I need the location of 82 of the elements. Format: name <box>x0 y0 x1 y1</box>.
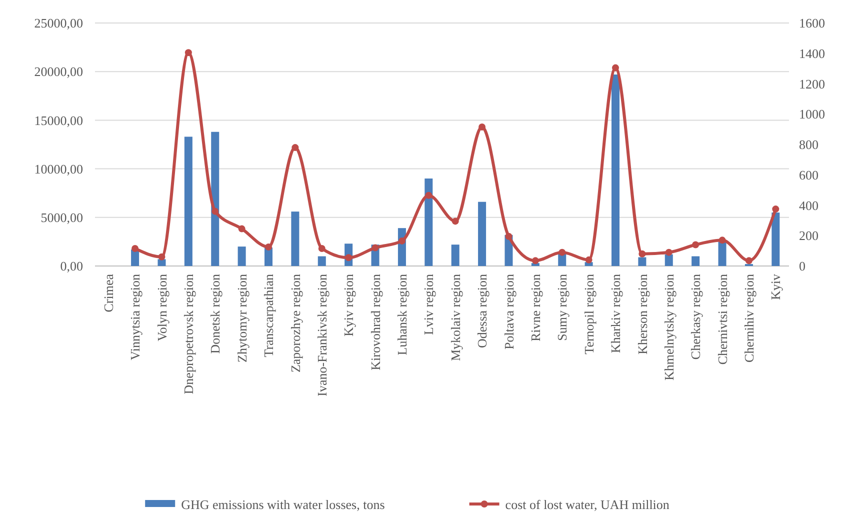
x-tick-label: Zaporozhye region <box>288 274 303 373</box>
bar <box>664 254 673 266</box>
x-tick-label: Kharkiv region <box>608 274 624 354</box>
x-tick-label: Transcarpathian <box>261 274 276 358</box>
x-tick-label: Dnepropetrovsk region <box>180 274 196 394</box>
bar <box>318 256 326 266</box>
y-tick-label: 25000,00 <box>34 16 83 31</box>
point <box>318 245 326 252</box>
point <box>505 232 512 240</box>
bar <box>184 136 192 266</box>
x-tick-label: Chernivtsi region <box>714 274 730 365</box>
y2-tick-label: 200 <box>799 228 818 244</box>
point <box>158 253 166 260</box>
bar <box>611 74 620 266</box>
point <box>558 248 566 256</box>
point <box>772 206 780 213</box>
point <box>585 256 592 264</box>
point <box>478 124 486 131</box>
x-tick-label: Kyiv region <box>341 274 356 336</box>
bar <box>692 256 700 266</box>
x-tick-label: Sumy region <box>554 274 570 341</box>
y-tick-label: 5000,00 <box>40 210 83 225</box>
x-tick-label: Zhytomyr region <box>234 274 250 362</box>
x-tick-label: Poltava region <box>501 274 516 350</box>
bar <box>291 212 300 266</box>
point <box>452 218 459 225</box>
y2-tick-label: 800 <box>799 137 818 152</box>
x-tick-label: Odessa region <box>474 274 490 348</box>
point <box>692 241 700 248</box>
x-tick-label: Ternopil region <box>581 274 596 354</box>
x-tick-label: Kirovohrad region <box>368 274 383 370</box>
point <box>665 248 672 256</box>
point <box>638 250 646 258</box>
x-tick-label: Lviv region <box>421 274 436 336</box>
point <box>238 225 246 232</box>
point <box>398 237 406 244</box>
x-tick-label: Luhansk region <box>394 274 410 356</box>
legend-label: cost of lost water, UAH million <box>505 497 670 512</box>
x-tick-label: Donetsk region <box>208 274 223 354</box>
bar <box>211 132 220 266</box>
point <box>532 257 539 264</box>
y2-tick-label: 1400 <box>799 46 825 61</box>
bar <box>718 242 726 266</box>
point <box>612 64 619 72</box>
x-tick-label: Volyn region <box>154 274 170 342</box>
y2-tick-label: 1200 <box>799 76 825 92</box>
point <box>718 236 726 244</box>
x-tick-label: Cherkasy region <box>688 274 704 360</box>
x-tick-label: Rivne region <box>528 274 543 342</box>
x-tick-label: Crimea <box>100 274 116 312</box>
point <box>425 192 432 199</box>
y2-tick-label: 0 <box>799 258 806 274</box>
point <box>745 257 752 264</box>
bar <box>238 246 246 266</box>
point <box>212 208 219 215</box>
x-tick-label: Kherson region <box>634 274 650 355</box>
y2-tick-label: 400 <box>799 198 818 213</box>
point <box>292 144 299 152</box>
x-tick-label: Ivano-Frankivsk region <box>314 274 330 396</box>
y-tick-label: 15000,00 <box>34 112 83 128</box>
bar <box>478 202 486 266</box>
y2-tick-label: 1000 <box>799 106 825 122</box>
x-tick-label: Khmelnytsky region <box>661 274 676 381</box>
point <box>372 244 379 252</box>
y-tick-label: 10000,00 <box>34 161 83 176</box>
y2-tick-label: 600 <box>799 167 818 182</box>
y-tick-label: 0,00 <box>60 258 83 274</box>
bar <box>424 178 433 266</box>
legend-label: GHG emissions with water losses, tons <box>181 497 385 512</box>
y2-tick-label: 1600 <box>799 16 825 31</box>
bar <box>772 212 780 266</box>
bar <box>158 259 166 266</box>
x-tick-label: Mykolaiv region <box>448 274 463 362</box>
point <box>265 244 272 251</box>
x-tick-label: Vinnytsia region <box>128 274 143 360</box>
point <box>184 49 192 56</box>
x-tick-label: Kyiv <box>768 274 784 300</box>
x-tick-label: Chernihiv region <box>742 274 757 362</box>
y-tick-label: 20000,00 <box>34 64 83 80</box>
point <box>132 245 139 252</box>
bar <box>638 257 646 266</box>
bar <box>451 244 460 266</box>
